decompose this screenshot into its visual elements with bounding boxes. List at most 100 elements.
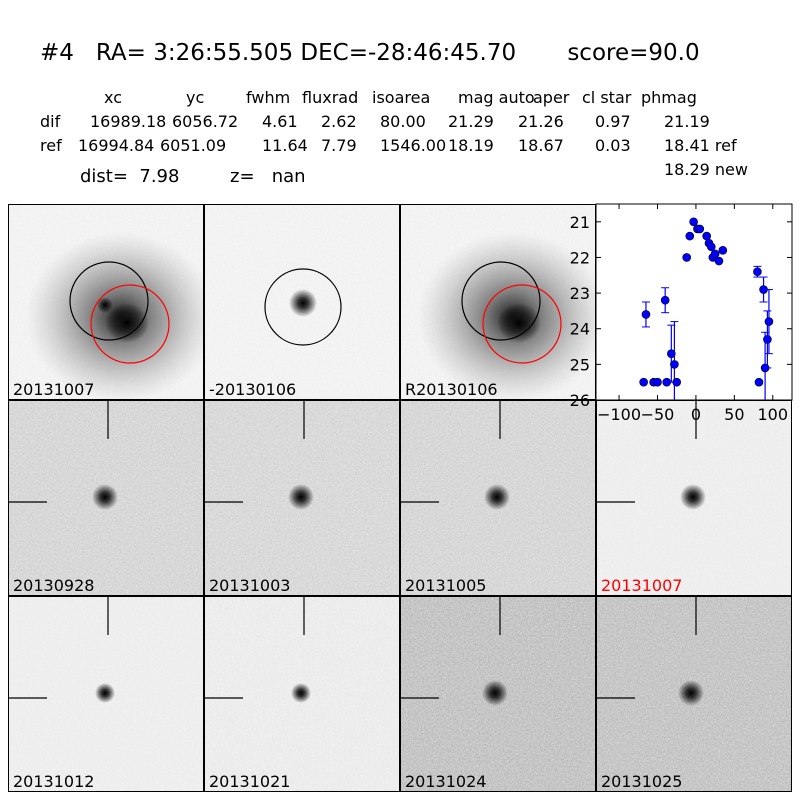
transient-source bbox=[678, 680, 704, 706]
distance-readout: dist= 7.98 bbox=[80, 166, 180, 187]
panel-label: R20130106 bbox=[405, 380, 498, 399]
y-tick-label: 25 bbox=[570, 355, 590, 374]
cell-value: 80.00 bbox=[380, 112, 426, 131]
stamp-image bbox=[597, 597, 791, 791]
column-header: mag auto bbox=[458, 88, 535, 107]
data-point bbox=[714, 256, 724, 266]
x-tick-label: 0 bbox=[691, 405, 701, 424]
row-label: dif bbox=[40, 112, 61, 131]
cell-value: 6056.72 bbox=[172, 112, 239, 131]
stamp-label: 20131003 bbox=[209, 576, 291, 595]
column-header: cl star bbox=[582, 88, 632, 107]
dif-circle bbox=[69, 261, 149, 341]
panel-label: 20131007 bbox=[13, 380, 95, 399]
cell-value: 2.62 bbox=[321, 112, 357, 131]
galaxy-core bbox=[105, 303, 149, 343]
image-panel: 20131003 bbox=[204, 400, 400, 596]
column-header: yc bbox=[186, 88, 205, 107]
stamp-image bbox=[9, 597, 203, 791]
image-panel: 20131025 bbox=[596, 596, 792, 792]
x-tick-label: −100 bbox=[597, 405, 641, 424]
transient-source bbox=[289, 289, 317, 317]
stamp-image bbox=[205, 401, 399, 595]
transient-source bbox=[288, 484, 314, 510]
data-point bbox=[753, 267, 762, 277]
stamp-image bbox=[401, 597, 595, 791]
data-point bbox=[695, 224, 705, 234]
cell-value: 18.19 bbox=[448, 136, 494, 155]
page-title: #4 RA= 3:26:55.505 DEC=-28:46:45.70 scor… bbox=[40, 40, 700, 66]
image-panel: 20131005 bbox=[400, 400, 596, 596]
data-point bbox=[641, 310, 651, 319]
transient-source bbox=[97, 297, 113, 313]
image-panel: 20131021 bbox=[204, 596, 400, 792]
stamp-image bbox=[401, 401, 595, 595]
data-point bbox=[754, 377, 764, 387]
column-header: isoarea bbox=[372, 88, 431, 107]
redshift-readout: z= nan bbox=[230, 166, 306, 187]
transient-source bbox=[680, 484, 706, 510]
image-panel: -20130106 bbox=[204, 204, 400, 400]
data-point bbox=[670, 360, 679, 369]
stamp-image bbox=[205, 205, 399, 399]
cell-value: 4.61 bbox=[262, 112, 298, 131]
x-tick-label: 100 bbox=[758, 405, 789, 424]
stamp-image bbox=[9, 205, 203, 399]
transient-source bbox=[484, 484, 510, 510]
ref-circle bbox=[90, 284, 170, 364]
dif-circle bbox=[264, 268, 342, 346]
image-panel: 20131024 bbox=[400, 596, 596, 792]
dif-circle bbox=[461, 261, 541, 341]
data-point bbox=[764, 317, 774, 326]
y-tick-label: 26 bbox=[570, 391, 590, 410]
cell-value: 16994.84 bbox=[78, 136, 155, 155]
y-tick-label: 22 bbox=[570, 248, 590, 267]
y-tick-label: 21 bbox=[570, 213, 590, 232]
cell-value: 21.19 bbox=[664, 112, 710, 131]
image-panel: 20130928 bbox=[8, 400, 204, 596]
data-point bbox=[710, 249, 720, 259]
data-point bbox=[682, 253, 691, 262]
image-panel: R20130106 bbox=[400, 204, 596, 400]
galaxy-core bbox=[497, 303, 541, 343]
column-header: aper bbox=[533, 88, 570, 107]
cell-value: 21.29 bbox=[448, 112, 494, 131]
column-header: xc bbox=[104, 88, 122, 107]
data-point bbox=[718, 246, 728, 255]
stamp-label: 20131005 bbox=[405, 576, 487, 595]
image-panel: 20131007 bbox=[596, 400, 792, 596]
data-point bbox=[653, 377, 662, 387]
light-curve-svg: 21 22 23 24 25 26 −100 −50 0 50 100 bbox=[570, 203, 793, 424]
stamp-label: 20131007 bbox=[601, 576, 683, 595]
x-tick-label: −50 bbox=[641, 405, 675, 424]
data-point bbox=[702, 231, 711, 241]
row-label: ref bbox=[40, 136, 62, 155]
cell-value: 18.67 bbox=[518, 136, 564, 155]
stamp-label: 20131021 bbox=[209, 772, 291, 791]
stamp-label: 20131025 bbox=[601, 772, 683, 791]
light-curve-chart: 21 22 23 24 25 26 −100 −50 0 50 100 bbox=[570, 203, 793, 424]
stamp-image bbox=[9, 401, 203, 595]
data-point bbox=[763, 335, 772, 344]
data-point bbox=[706, 242, 716, 252]
data-point bbox=[672, 377, 682, 387]
data-point bbox=[685, 231, 695, 241]
data-point bbox=[639, 377, 648, 387]
y-tick-label: 23 bbox=[570, 284, 590, 303]
cell-value: 11.64 bbox=[262, 136, 308, 155]
new-magnitude: 18.29 new bbox=[664, 160, 748, 179]
data-point bbox=[660, 295, 670, 305]
stamp-label: 20131024 bbox=[405, 772, 487, 791]
data-point bbox=[689, 217, 698, 227]
stamp-label: 20130928 bbox=[13, 576, 95, 595]
image-panel: 20131007 bbox=[8, 204, 204, 400]
ref-circle bbox=[482, 284, 562, 364]
column-header: fwhm bbox=[246, 88, 291, 107]
stamp-label: 20131012 bbox=[13, 772, 95, 791]
transient-source bbox=[482, 680, 508, 706]
x-tick-label: 50 bbox=[724, 405, 744, 424]
stamp-image bbox=[597, 401, 791, 595]
transient-source bbox=[92, 484, 118, 510]
cell-value: 1546.00 bbox=[380, 136, 447, 155]
cell-value: 7.79 bbox=[321, 136, 357, 155]
